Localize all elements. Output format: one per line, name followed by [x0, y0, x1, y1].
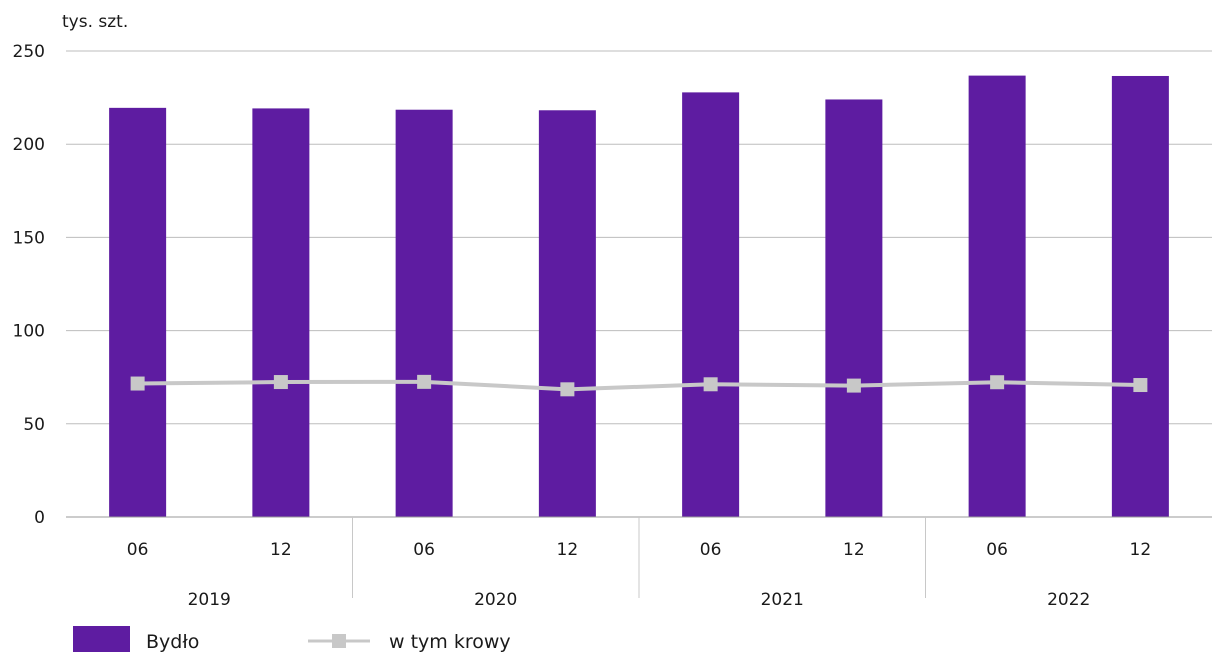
legend: Bydło w tym krowy	[73, 626, 511, 652]
legend-swatch-bydlo	[73, 626, 130, 652]
y-tick-label: 200	[13, 135, 45, 155]
bar	[538, 110, 596, 517]
x-tick-label: 12	[557, 540, 579, 560]
line-marker	[130, 376, 145, 391]
x-group-label: 2021	[761, 590, 804, 610]
y-tick-label: 0	[34, 508, 45, 528]
x-axis: 06 12 06 12 06 12 06 12 2019 2020 2021 2022	[66, 516, 1212, 610]
y-tick-label: 50	[23, 415, 45, 435]
line-marker	[846, 378, 861, 393]
bar	[825, 99, 883, 518]
y-tick-label: 100	[13, 322, 45, 342]
bar	[252, 108, 310, 518]
x-tick-label: 06	[700, 540, 722, 560]
bar	[1111, 75, 1169, 517]
x-group-label: 2019	[188, 590, 231, 610]
x-tick-label: 06	[986, 540, 1008, 560]
legend-label-krowy: w tym krowy	[389, 631, 511, 652]
y-tick-label: 250	[13, 42, 45, 62]
bar	[682, 92, 740, 517]
x-tick-label: 12	[1130, 540, 1152, 560]
line-marker	[703, 377, 718, 392]
x-group-label: 2020	[474, 590, 517, 610]
x-group-label: 2022	[1047, 590, 1090, 610]
series-line	[137, 379, 1141, 392]
line-series	[130, 374, 1148, 397]
line-marker	[273, 375, 288, 390]
line-marker	[417, 374, 432, 389]
line-marker	[990, 375, 1005, 390]
x-tick-label: 12	[270, 540, 292, 560]
x-tick-label: 12	[843, 540, 865, 560]
bar	[968, 75, 1026, 517]
gridlines	[66, 50, 1212, 425]
bar	[109, 107, 167, 518]
y-tick-label: 150	[13, 228, 45, 248]
legend-label-bydlo: Bydło	[146, 631, 199, 652]
line-marker	[1133, 378, 1148, 393]
x-tick-label: 06	[413, 540, 435, 560]
bar-series	[109, 75, 1169, 518]
y-unit-label: tys. szt.	[62, 12, 128, 32]
bar	[395, 109, 453, 517]
y-axis: 0 50 100 150 200 250	[13, 42, 45, 528]
x-tick-label: 06	[127, 540, 149, 560]
legend-marker-krowy	[332, 634, 346, 648]
line-marker	[560, 382, 575, 397]
